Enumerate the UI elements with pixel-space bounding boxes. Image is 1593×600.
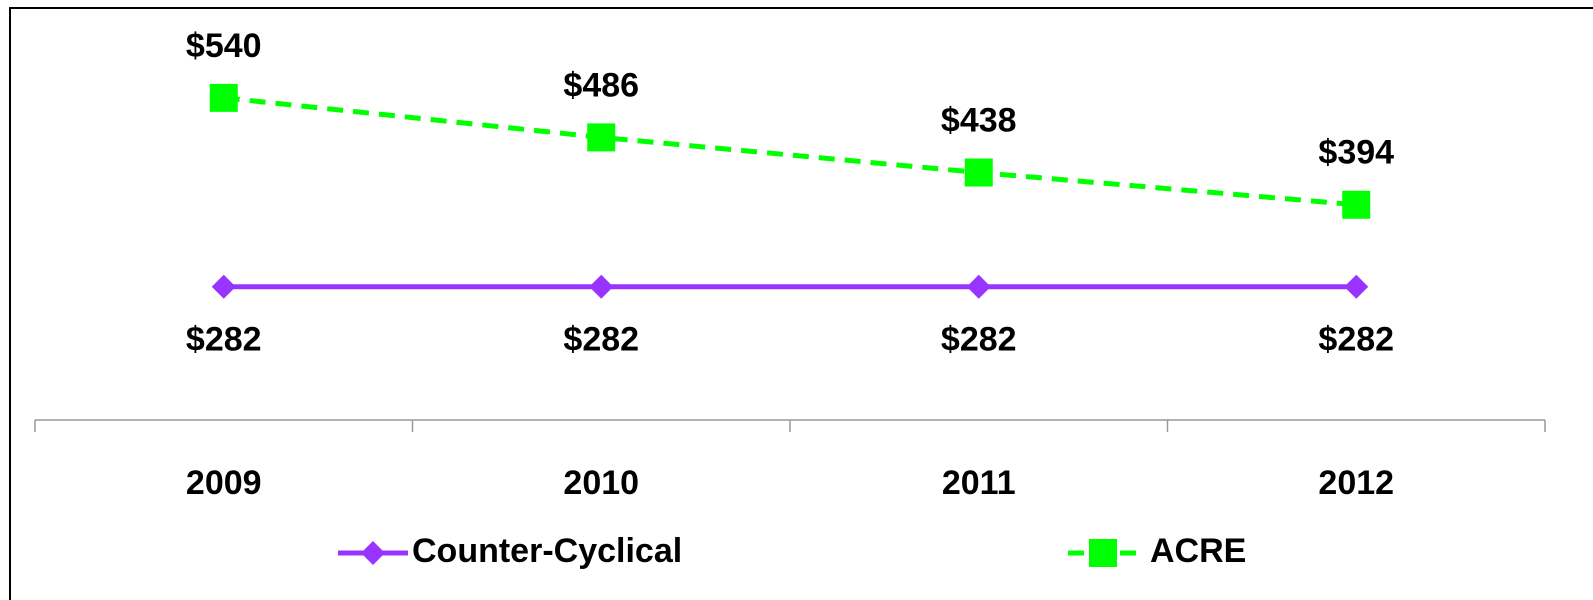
data-point [211, 274, 236, 299]
legend-label: Counter-Cyclical [412, 532, 682, 570]
data-point [1344, 274, 1369, 299]
data-label: $282 [563, 321, 639, 359]
chart-frame [9, 7, 1593, 600]
data-point [209, 83, 238, 112]
x-tick-label: 2012 [1318, 464, 1394, 502]
data-point [1342, 190, 1371, 219]
x-tick-label: 2009 [186, 464, 262, 502]
x-tick-label: 2010 [563, 464, 639, 502]
data-point [589, 274, 614, 299]
data-point [587, 123, 616, 152]
x-tick-label: 2011 [942, 464, 1016, 502]
data-label: $282 [1318, 321, 1394, 359]
data-point [966, 274, 991, 299]
series-line [223, 95, 1357, 208]
legend-label: ACRE [1150, 532, 1246, 570]
data-label: $394 [1318, 134, 1394, 172]
data-label: $486 [563, 66, 639, 104]
data-label: $540 [186, 27, 262, 65]
data-point [964, 158, 993, 187]
data-label: $438 [941, 102, 1017, 140]
legend-marker [361, 541, 385, 565]
data-label: $282 [186, 321, 262, 359]
data-label: $282 [941, 321, 1017, 359]
legend-marker [1089, 539, 1117, 567]
